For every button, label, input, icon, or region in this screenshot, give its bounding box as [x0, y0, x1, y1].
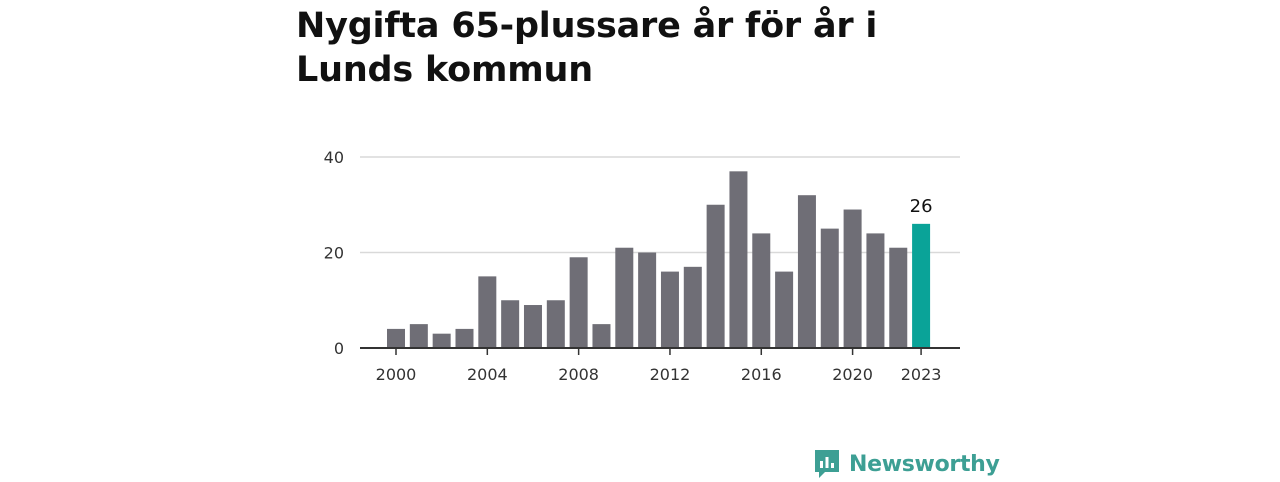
bar-2002	[432, 333, 451, 348]
x-tick-label: 2000	[376, 365, 417, 384]
x-axis-ticks: 2000 2004 2008 2012 2016 2020 2023	[376, 348, 942, 384]
bar-2003	[455, 328, 474, 348]
bar-2022	[889, 247, 908, 348]
bar-2006	[523, 305, 542, 348]
x-tick-label: 2012	[650, 365, 691, 384]
bar-2000	[387, 328, 405, 348]
y-axis-ticks: 0 20 40	[324, 148, 344, 358]
bar-2020	[843, 209, 862, 348]
bar-2018	[797, 195, 816, 348]
x-tick-label: 2023	[901, 365, 942, 384]
newsworthy-logo-icon	[815, 450, 839, 478]
bar-2014	[706, 204, 725, 348]
bar-2021	[866, 233, 885, 348]
bar-2010	[615, 247, 634, 348]
bar-2019	[820, 228, 839, 348]
highlight-value-label: 26	[910, 196, 933, 217]
y-tick-label: 0	[334, 339, 344, 358]
bar-2017	[775, 271, 794, 348]
bar-2009	[592, 324, 611, 348]
bar-2012	[660, 271, 679, 348]
bar-2008	[569, 257, 588, 348]
page-title: Nygifta 65-plussare år för år i Lunds ko…	[296, 6, 878, 90]
bar-2001	[409, 324, 428, 348]
x-tick-label: 2004	[467, 365, 508, 384]
bar-2004	[478, 276, 497, 348]
bar-2005	[501, 300, 520, 348]
bar-2016	[752, 233, 771, 348]
bar-2023	[912, 223, 931, 348]
bars	[387, 171, 931, 348]
bar-2007	[546, 300, 565, 348]
newsworthy-logo[interactable]: Newsworthy	[813, 446, 1000, 482]
x-tick-label: 2016	[741, 365, 782, 384]
bar-2011	[638, 252, 657, 348]
data-labels: 26	[910, 196, 933, 217]
brand-name: Newsworthy	[849, 451, 1000, 477]
bar-2015	[729, 171, 748, 348]
y-tick-label: 20	[324, 244, 344, 263]
bar-2013	[683, 266, 702, 348]
y-tick-label: 40	[324, 148, 344, 167]
x-tick-label: 2008	[558, 365, 599, 384]
x-tick-label: 2020	[832, 365, 873, 384]
